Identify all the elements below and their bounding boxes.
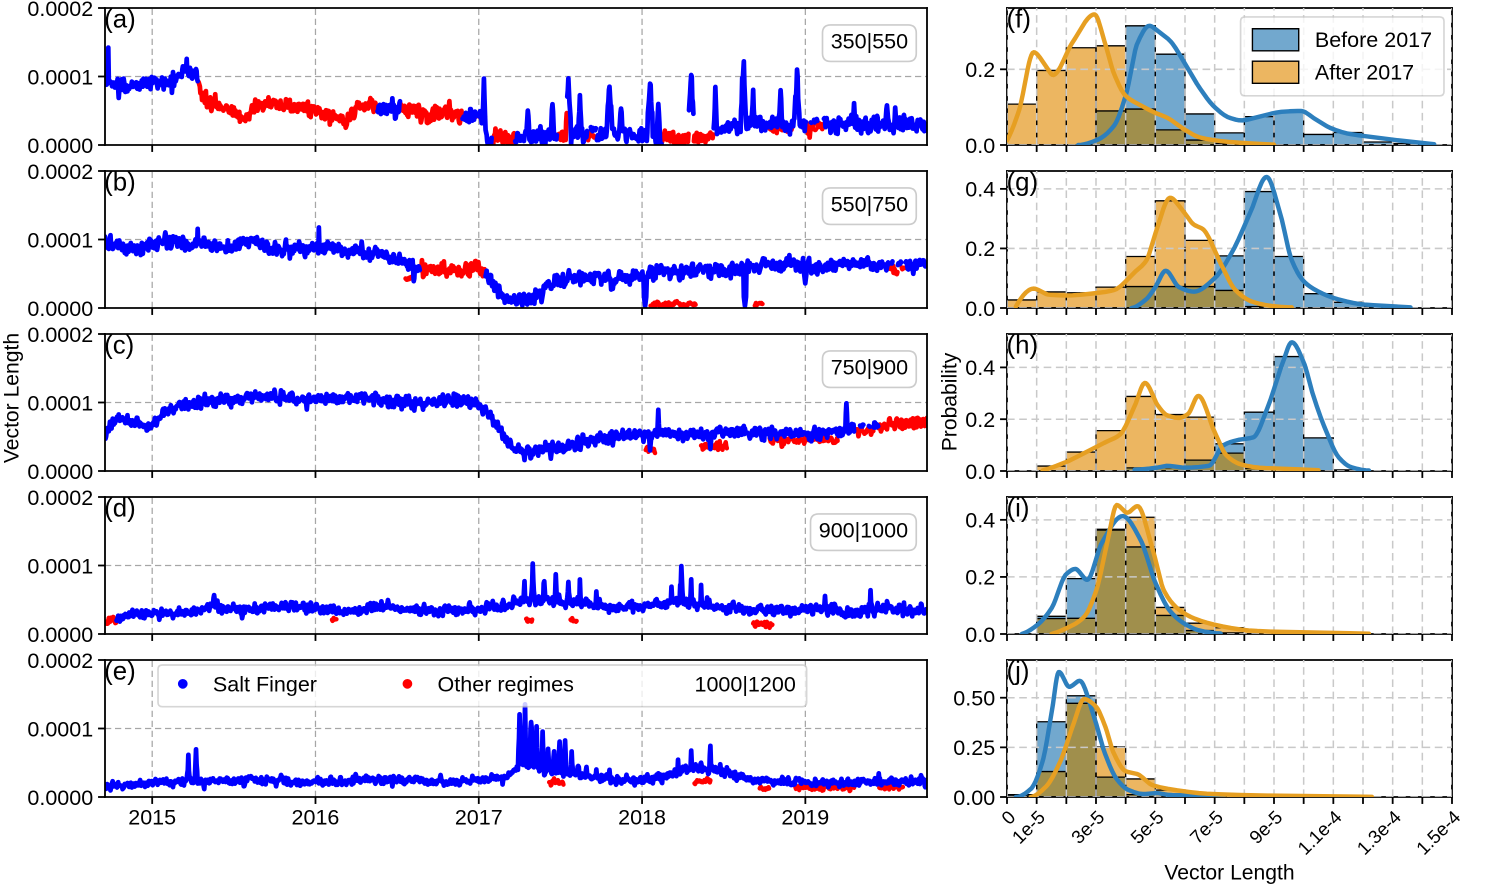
svg-text:0.4: 0.4 [965,509,995,533]
svg-text:(g): (g) [1007,168,1039,196]
svg-text:(j): (j) [1007,657,1030,685]
svg-text:1000|1200: 1000|1200 [694,672,795,696]
svg-text:550|750: 550|750 [831,193,908,217]
svg-text:0.2: 0.2 [965,237,995,261]
svg-text:Other regimes: Other regimes [438,672,574,696]
svg-text:0.0002: 0.0002 [27,0,93,21]
svg-text:0.2: 0.2 [965,58,995,82]
svg-text:0.0001: 0.0001 [27,391,93,415]
svg-text:0.0000: 0.0000 [27,297,93,321]
svg-text:0.0: 0.0 [965,460,995,484]
svg-text:0.50: 0.50 [953,687,995,711]
svg-text:0.2: 0.2 [965,566,995,590]
svg-text:Vector Length: Vector Length [1164,862,1294,885]
svg-text:900|1000: 900|1000 [819,519,908,543]
svg-text:0.0000: 0.0000 [27,134,93,158]
svg-text:Vector Length: Vector Length [0,333,23,463]
svg-text:0.0002: 0.0002 [27,323,93,347]
svg-text:350|550: 350|550 [831,30,908,54]
svg-text:2015: 2015 [128,805,176,829]
svg-text:0.0: 0.0 [965,297,995,321]
svg-text:750|900: 750|900 [831,356,908,380]
svg-text:2016: 2016 [292,805,340,829]
svg-text:(c): (c) [104,331,134,359]
svg-text:0.0: 0.0 [965,134,995,158]
svg-text:2017: 2017 [455,805,503,829]
svg-text:0.4: 0.4 [965,178,995,202]
svg-text:2019: 2019 [781,805,829,829]
svg-text:0.00: 0.00 [953,786,995,810]
svg-text:Probability: Probability [938,352,961,451]
svg-text:0.2: 0.2 [965,408,995,432]
svg-text:(d): (d) [104,494,136,522]
svg-text:(h): (h) [1007,331,1039,359]
svg-text:(i): (i) [1007,494,1030,522]
svg-text:0.0000: 0.0000 [27,460,93,484]
svg-text:Before 2017: Before 2017 [1315,28,1432,52]
svg-text:0.0: 0.0 [965,623,995,647]
svg-text:(f): (f) [1007,5,1031,33]
svg-text:After 2017: After 2017 [1315,60,1414,84]
svg-text:0.4: 0.4 [965,356,995,380]
svg-text:0.0000: 0.0000 [27,623,93,647]
svg-text:0.0002: 0.0002 [27,649,93,673]
svg-text:0.25: 0.25 [953,736,995,760]
svg-text:2018: 2018 [618,805,666,829]
svg-text:0.0000: 0.0000 [27,786,93,810]
svg-text:0.0002: 0.0002 [27,160,93,184]
svg-text:0.0001: 0.0001 [27,717,93,741]
svg-text:(b): (b) [104,168,136,196]
svg-text:0.0001: 0.0001 [27,65,93,89]
svg-text:0.0001: 0.0001 [27,554,93,578]
svg-text:0.0002: 0.0002 [27,486,93,510]
svg-text:0.0001: 0.0001 [27,228,93,252]
svg-text:(a): (a) [104,5,136,33]
svg-text:(e): (e) [104,657,136,685]
svg-text:Salt Finger: Salt Finger [213,672,317,696]
